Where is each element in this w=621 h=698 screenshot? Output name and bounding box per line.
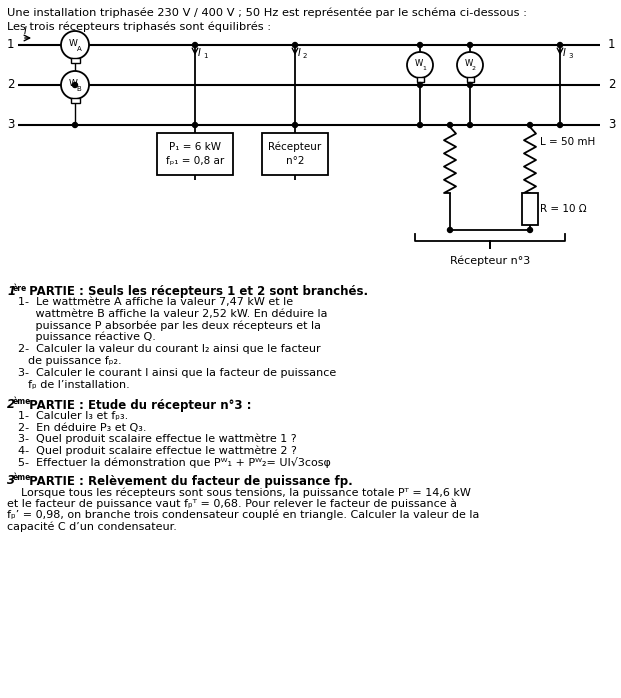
Circle shape	[61, 71, 89, 99]
Text: PARTIE : Etude du récepteur n°3 :: PARTIE : Etude du récepteur n°3 :	[25, 399, 252, 412]
Text: de puissance fₚ₂.: de puissance fₚ₂.	[28, 356, 122, 366]
Circle shape	[527, 228, 532, 232]
Text: W: W	[415, 59, 423, 68]
Text: Les trois récepteurs triphasés sont équilibrés :: Les trois récepteurs triphasés sont équi…	[7, 21, 271, 31]
Circle shape	[448, 228, 453, 232]
Text: A: A	[76, 46, 81, 52]
Circle shape	[61, 31, 89, 59]
Text: n°2: n°2	[286, 156, 304, 166]
Text: PARTIE : Seuls les récepteurs 1 et 2 sont branchés.: PARTIE : Seuls les récepteurs 1 et 2 son…	[25, 285, 368, 298]
Circle shape	[193, 43, 197, 47]
Text: Lorsque tous les récepteurs sont sous tensions, la puissance totale Pᵀ = 14,6 kW: Lorsque tous les récepteurs sont sous te…	[7, 487, 471, 498]
Text: W: W	[465, 59, 473, 68]
Text: 2: 2	[472, 66, 476, 71]
Text: Récepteur: Récepteur	[268, 142, 322, 152]
Text: 2: 2	[7, 78, 14, 91]
Text: PARTIE : Relèvement du facteur de puissance fp.: PARTIE : Relèvement du facteur de puissa…	[25, 475, 353, 487]
Text: fₚ’ = 0,98, on branche trois condensateur couplé en triangle. Calculer la valeur: fₚ’ = 0,98, on branche trois condensateu…	[7, 510, 479, 521]
Circle shape	[558, 43, 563, 47]
Text: 2: 2	[303, 53, 307, 59]
Text: et le facteur de puissance vaut fₚᵀ = 0,68. Pour relever le facteur de puissance: et le facteur de puissance vaut fₚᵀ = 0,…	[7, 498, 457, 509]
Bar	[157, 133, 233, 175]
Text: puissance réactive Q.: puissance réactive Q.	[18, 332, 156, 343]
Text: L = 50 mH: L = 50 mH	[540, 137, 596, 147]
Text: 2-  En déduire P₃ et Q₃.: 2- En déduire P₃ et Q₃.	[18, 422, 147, 433]
Text: I: I	[563, 48, 566, 58]
Text: 2: 2	[7, 399, 15, 412]
Text: 2: 2	[608, 78, 615, 91]
Text: I: I	[198, 48, 201, 58]
Text: capacité C d’un condensateur.: capacité C d’un condensateur.	[7, 521, 177, 532]
Text: B: B	[76, 86, 81, 92]
Circle shape	[73, 123, 78, 128]
Text: Une installation triphasée 230 V / 400 V ; 50 Hz est représentée par le schéma c: Une installation triphasée 230 V / 400 V…	[7, 8, 527, 19]
Text: 2-  Calculer la valeur du courant I₂ ainsi que le facteur: 2- Calculer la valeur du courant I₂ ains…	[18, 345, 320, 355]
Circle shape	[468, 123, 473, 128]
Text: wattmètre B affiche la valeur 2,52 kW. En déduire la: wattmètre B affiche la valeur 2,52 kW. E…	[18, 309, 327, 319]
Text: 1: 1	[422, 66, 426, 71]
Text: 1: 1	[7, 38, 14, 52]
Text: W: W	[68, 40, 78, 48]
Text: 3: 3	[7, 119, 14, 131]
Circle shape	[417, 43, 422, 47]
Circle shape	[292, 123, 297, 128]
Bar	[71, 58, 79, 63]
Text: 1: 1	[203, 53, 207, 59]
Text: fₚ de l’installation.: fₚ de l’installation.	[28, 380, 130, 390]
Text: R = 10 Ω: R = 10 Ω	[540, 204, 587, 214]
Text: I: I	[24, 26, 27, 36]
Circle shape	[468, 82, 473, 87]
Text: 3-  Calculer le courant I ainsi que la facteur de puissance: 3- Calculer le courant I ainsi que la fa…	[18, 369, 336, 378]
Text: 1-  Le wattmètre A affiche la valeur 7,47 kW et le: 1- Le wattmètre A affiche la valeur 7,47…	[18, 297, 293, 308]
Bar	[71, 98, 79, 103]
Text: 5-  Effectuer la démonstration que Pᵂ₁ + Pᵂ₂= UI√3cosφ: 5- Effectuer la démonstration que Pᵂ₁ + …	[18, 457, 331, 468]
Text: 3-  Quel produit scalaire effectue le wattmètre 1 ?: 3- Quel produit scalaire effectue le wat…	[18, 434, 297, 445]
Circle shape	[292, 43, 297, 47]
Bar	[417, 77, 424, 82]
Text: W: W	[68, 80, 78, 89]
Text: 3: 3	[7, 475, 15, 487]
Circle shape	[417, 82, 422, 87]
Circle shape	[73, 82, 78, 87]
Circle shape	[407, 52, 433, 78]
Text: ème: ème	[13, 397, 32, 406]
Text: fₚ₁ = 0,8 ar: fₚ₁ = 0,8 ar	[166, 156, 224, 166]
Text: P₁ = 6 kW: P₁ = 6 kW	[169, 142, 221, 152]
Text: 1: 1	[608, 38, 615, 52]
Circle shape	[558, 123, 563, 128]
Text: 1-  Calculer I₃ et fₚ₃.: 1- Calculer I₃ et fₚ₃.	[18, 411, 129, 421]
Circle shape	[193, 123, 197, 128]
Text: Récepteur n°3: Récepteur n°3	[450, 256, 530, 267]
Circle shape	[527, 123, 532, 128]
Circle shape	[457, 52, 483, 78]
Circle shape	[448, 123, 453, 128]
Text: I: I	[298, 48, 301, 58]
Text: 3: 3	[608, 119, 615, 131]
Text: 4-  Quel produit scalaire effectue le wattmètre 2 ?: 4- Quel produit scalaire effectue le wat…	[18, 445, 297, 456]
Circle shape	[468, 43, 473, 47]
Bar	[522, 193, 538, 225]
Text: 3: 3	[568, 53, 573, 59]
Text: puissance P absorbée par les deux récepteurs et la: puissance P absorbée par les deux récept…	[18, 320, 321, 331]
Bar	[466, 77, 473, 82]
Circle shape	[417, 123, 422, 128]
Bar	[262, 133, 328, 175]
Text: ère: ère	[13, 284, 27, 293]
Text: ème: ème	[13, 473, 32, 482]
Text: 1: 1	[7, 285, 15, 298]
